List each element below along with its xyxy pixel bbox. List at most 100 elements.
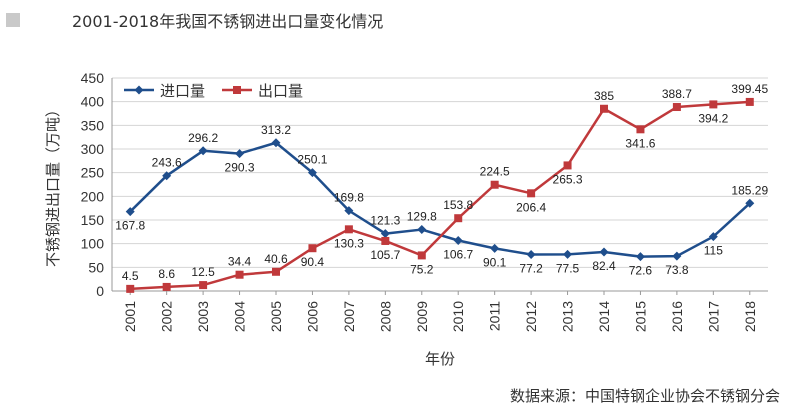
data-point-import-2017 <box>708 232 718 242</box>
data-label-import-2012: 77.2 <box>519 261 543 275</box>
data-label-import-2014: 82.4 <box>592 259 616 273</box>
data-point-export-2005 <box>272 267 280 276</box>
data-point-export-2011 <box>490 180 499 189</box>
x-tick-label-2008: 2008 <box>377 301 393 332</box>
data-point-import-2018 <box>745 198 755 208</box>
y-tick-label-100: 100 <box>81 236 105 252</box>
y-tick-label-300: 300 <box>81 141 105 157</box>
data-point-export-2004 <box>235 270 244 279</box>
data-point-import-2005 <box>271 138 281 148</box>
header-square-icon <box>6 13 20 27</box>
x-tick-label-2017: 2017 <box>705 301 721 332</box>
y-tick-label-450: 450 <box>81 70 105 86</box>
series-line-import <box>129 141 751 258</box>
data-point-export-2018 <box>745 97 754 106</box>
data-label-export-2016: 388.7 <box>662 87 692 101</box>
data-point-import-2010 <box>453 235 463 245</box>
x-tick-label-2006: 2006 <box>304 301 320 332</box>
data-point-export-2002 <box>162 282 171 291</box>
chart-title: 2001-2018年我国不锈钢进出口量变化情况 <box>72 12 384 31</box>
data-source-note: 数据来源：中国特钢企业协会不锈钢分会 <box>509 387 780 405</box>
data-point-export-2007 <box>344 225 353 234</box>
data-point-export-2006 <box>308 244 317 253</box>
data-label-import-2011: 90.1 <box>483 255 507 269</box>
data-label-import-2002: 243.6 <box>152 156 182 170</box>
data-label-export-2002: 8.6 <box>158 267 175 281</box>
x-tick-label-2009: 2009 <box>414 301 430 332</box>
data-label-import-2009: 129.8 <box>407 210 437 224</box>
data-label-import-2006: 250.1 <box>297 153 327 167</box>
data-point-import-2011 <box>490 243 500 253</box>
series-line-export <box>130 100 750 291</box>
x-tick-label-2011: 2011 <box>487 301 503 331</box>
data-point-import-2013 <box>563 249 573 259</box>
data-label-export-2010: 153.8 <box>443 198 473 212</box>
data-label-import-2013: 77.5 <box>556 261 580 275</box>
data-point-import-2003 <box>198 146 208 156</box>
data-label-import-2017: 115 <box>704 244 723 258</box>
legend-label-export: 出口量 <box>258 82 303 100</box>
data-point-import-2014 <box>599 247 609 257</box>
chart-header: 2001-2018年我国不锈钢进出口量变化情况 <box>6 8 383 32</box>
data-label-export-2012: 206.4 <box>516 200 546 214</box>
y-tick-label-0: 0 <box>96 283 104 299</box>
x-tick-label-2016: 2016 <box>669 301 685 332</box>
data-label-export-2015: 341.6 <box>625 136 655 150</box>
x-tick-label-2004: 2004 <box>232 301 248 332</box>
x-tick-label-2001: 2001 <box>122 301 138 332</box>
data-point-import-2015 <box>635 252 645 262</box>
data-label-import-2016: 73.8 <box>665 263 689 277</box>
y-tick-label-400: 400 <box>81 94 105 110</box>
data-point-export-2013 <box>563 161 572 170</box>
x-axis-title: 年份 <box>425 350 455 368</box>
x-tick-label-2014: 2014 <box>596 301 612 332</box>
data-point-export-2001 <box>126 284 135 293</box>
data-label-import-2001: 167.8 <box>115 219 145 233</box>
x-tick-label-2012: 2012 <box>523 301 539 332</box>
data-label-export-2009: 75.2 <box>410 262 434 276</box>
data-point-export-2010 <box>454 214 463 223</box>
x-tick-label-2015: 2015 <box>632 301 648 332</box>
y-tick-label-200: 200 <box>81 188 105 204</box>
data-point-import-2001 <box>125 207 135 217</box>
data-label-export-2007: 130.3 <box>334 236 364 250</box>
x-tick-label-2002: 2002 <box>159 301 175 332</box>
data-label-export-2005: 40.6 <box>264 252 288 266</box>
y-tick-label-50: 50 <box>88 259 104 275</box>
x-tick-label-2005: 2005 <box>268 301 284 332</box>
legend-marker-export <box>233 86 241 94</box>
data-point-export-2003 <box>199 281 208 290</box>
data-label-import-2005: 313.2 <box>261 123 291 137</box>
data-point-import-2016 <box>672 251 682 261</box>
data-point-export-2012 <box>527 189 536 198</box>
data-point-import-2012 <box>526 249 536 259</box>
data-label-import-2015: 72.6 <box>629 264 653 278</box>
data-point-import-2007 <box>344 206 354 216</box>
data-label-export-2018: 399.45 <box>731 82 768 96</box>
data-point-export-2008 <box>381 236 390 245</box>
x-tick-label-2010: 2010 <box>450 301 466 332</box>
x-tick-label-2013: 2013 <box>560 301 576 332</box>
data-point-export-2017 <box>709 100 718 109</box>
data-label-import-2018: 185.29 <box>731 183 768 197</box>
y-axis-title: 不锈钢进出口量（万吨） <box>44 102 62 267</box>
data-point-import-2009 <box>417 225 427 235</box>
x-tick-label-2007: 2007 <box>341 301 357 332</box>
data-label-import-2003: 296.2 <box>188 131 218 145</box>
data-label-export-2003: 12.5 <box>191 265 215 279</box>
data-point-export-2014 <box>600 104 608 113</box>
data-label-export-2004: 34.4 <box>228 255 252 269</box>
data-label-export-2001: 4.5 <box>122 269 139 283</box>
data-point-import-2008 <box>380 229 390 239</box>
data-label-import-2008: 121.3 <box>370 214 400 228</box>
legend-marker-import <box>134 85 144 95</box>
data-label-export-2008: 105.7 <box>370 248 400 262</box>
data-label-export-2017: 394.2 <box>698 111 728 125</box>
x-tick-label-2003: 2003 <box>195 301 211 332</box>
data-label-export-2006: 90.4 <box>301 255 325 269</box>
y-tick-label-150: 150 <box>81 212 105 228</box>
y-tick-label-250: 250 <box>81 165 105 181</box>
y-tick-label-350: 350 <box>81 117 105 133</box>
data-point-export-2009 <box>417 251 426 260</box>
